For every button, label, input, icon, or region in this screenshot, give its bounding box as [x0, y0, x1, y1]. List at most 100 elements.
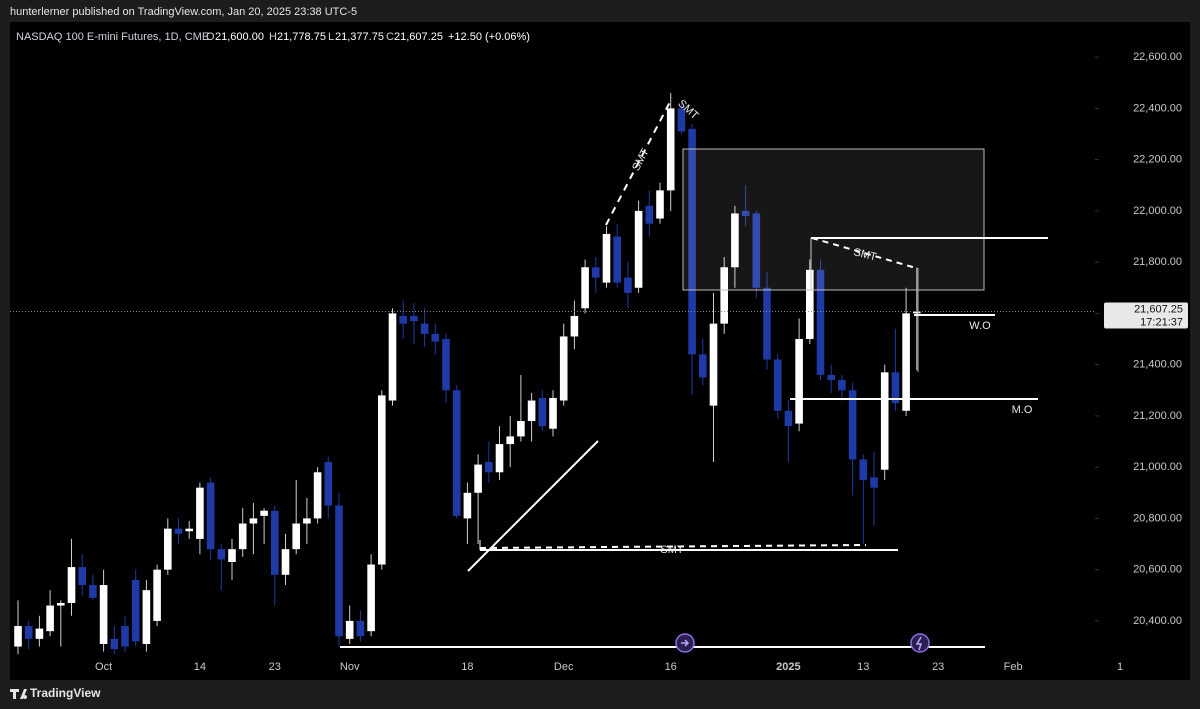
candle-body	[549, 397, 557, 429]
countdown: 17:21:37	[1140, 316, 1183, 328]
candle-body	[420, 323, 429, 334]
footer-brand: TradingView	[30, 686, 101, 700]
x-tick-label: Nov	[340, 661, 360, 673]
y-tick-label: 20,800.00	[1133, 512, 1182, 524]
candle-body	[78, 567, 86, 586]
candle-body	[89, 585, 97, 598]
x-tick-label: Feb	[1004, 661, 1023, 673]
candle-body	[410, 315, 418, 322]
candle-body	[838, 380, 846, 391]
candle-body	[46, 605, 54, 632]
y-tick-label: 21,000.00	[1133, 461, 1182, 473]
smt-label: SMT	[660, 544, 684, 556]
candle-body	[517, 421, 525, 437]
y-tick-label: 21,400.00	[1133, 359, 1182, 371]
candle-body	[164, 528, 172, 570]
candle-body	[795, 339, 803, 424]
candle-body	[110, 638, 119, 650]
x-tick-label: 1	[1117, 661, 1123, 673]
close-value: 21,607.25	[394, 31, 443, 43]
candle-body	[880, 372, 889, 470]
y-tick-label: 22,000.00	[1133, 205, 1182, 217]
candle-body	[645, 205, 654, 224]
x-tick-label: 14	[194, 661, 206, 673]
candle-body	[57, 602, 65, 606]
candle-body	[741, 210, 750, 217]
last-price-label: 21,607.25	[1134, 303, 1183, 315]
candle-body	[271, 510, 279, 575]
smt-line	[811, 237, 917, 269]
y-tick-label: 20,400.00	[1133, 615, 1182, 627]
candle-body	[121, 626, 129, 647]
candle-body	[709, 323, 718, 406]
last-price-box	[1104, 302, 1188, 329]
candle-body	[784, 410, 793, 427]
credit: hunterlerner published on TradingView.co…	[10, 6, 357, 18]
candle-body	[538, 397, 547, 427]
candle-body	[313, 472, 322, 519]
candle-body	[153, 569, 161, 621]
candle-body	[335, 505, 343, 637]
candle-body	[816, 269, 825, 375]
candle-body	[848, 390, 857, 460]
change: +12.50 (+0.06%)	[448, 31, 530, 43]
x-tick-label: 16	[665, 661, 677, 673]
candle-body	[602, 233, 611, 283]
candle-body	[902, 313, 910, 411]
candle-body	[345, 620, 354, 639]
candle-body	[99, 585, 108, 644]
y-tick-label: 21,800.00	[1133, 256, 1182, 268]
candle-body	[452, 390, 461, 516]
candle-body	[206, 482, 215, 550]
candle-body	[624, 277, 632, 293]
y-tick-label: 20,600.00	[1133, 564, 1182, 576]
high-label: H	[269, 31, 277, 43]
candle-body	[431, 333, 440, 342]
zone-box	[682, 148, 985, 291]
candle-body	[870, 477, 878, 488]
mo-label: M.O	[1012, 404, 1033, 416]
candle-body	[634, 210, 643, 288]
candle-body	[67, 567, 76, 603]
y-tick-label: 22,400.00	[1133, 102, 1182, 114]
low-value: 21,377.75	[335, 31, 384, 43]
candle-body	[292, 523, 300, 550]
candle-body	[303, 518, 311, 524]
candle-body	[763, 287, 771, 360]
candle-body	[131, 579, 140, 642]
candle-body	[656, 190, 664, 219]
x-tick-label: 23	[269, 661, 281, 673]
candle-body	[174, 528, 183, 534]
smt-label: SMT	[852, 246, 878, 263]
chart-background	[10, 22, 1190, 680]
candle-body	[228, 549, 236, 562]
candle-body	[399, 315, 407, 324]
candle-body	[731, 213, 739, 268]
open-value: 21,600.00	[215, 31, 264, 43]
candle-body	[238, 523, 247, 550]
candle-body	[506, 436, 514, 445]
x-tick-label: 2025	[776, 661, 800, 673]
x-tick-label: Oct	[95, 661, 112, 673]
candle-body	[677, 108, 686, 132]
event-icon-glyph	[681, 639, 690, 647]
candle-body	[613, 236, 621, 283]
candle-body	[592, 267, 600, 278]
y-tick-label: 22,200.00	[1133, 154, 1182, 166]
symbol: NASDAQ 100 E-mini Futures, 1D, CME	[16, 31, 209, 43]
candle-body	[773, 359, 782, 411]
candle-body	[720, 267, 728, 324]
x-tick-label: 18	[461, 661, 473, 673]
candle-body	[35, 628, 44, 639]
candle-body	[463, 492, 472, 519]
x-tick-label: 23	[932, 661, 944, 673]
candle-body	[260, 510, 268, 516]
event-icon[interactable]	[910, 633, 930, 653]
candle-body	[324, 462, 333, 506]
candle-body	[495, 444, 504, 473]
candle-body	[891, 372, 900, 404]
smt-line	[605, 97, 673, 226]
candle-body	[367, 564, 375, 632]
close-label: C	[386, 31, 394, 43]
